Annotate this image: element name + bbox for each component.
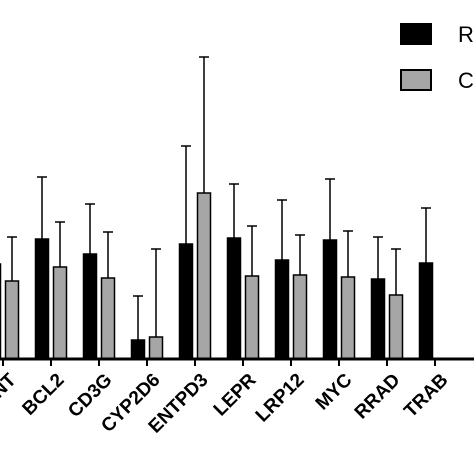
bar-r-lrp12 [274, 259, 290, 360]
bar-r-rrad [370, 278, 386, 360]
bar-c-lrp12 [292, 274, 308, 360]
bar-c-entpd3 [196, 192, 212, 360]
bar-r-entpd3 [178, 243, 194, 360]
bar-c-rrad [388, 294, 404, 360]
bar-r-trab [418, 262, 434, 360]
bar-c-cd3g [100, 277, 116, 360]
bar-c-lepr [244, 275, 260, 360]
legend-label-c: C [458, 68, 474, 93]
bar-r-bcl2 [34, 238, 50, 360]
bar-c-cyp2d6 [148, 336, 164, 360]
x-tick-layer [2, 359, 436, 366]
legend-swatch-r [400, 23, 432, 45]
legend-swatch-c [400, 69, 432, 91]
x-tick-label-trab: TRAB [400, 370, 452, 422]
bar-r-arnt [0, 263, 2, 360]
bars-layer [0, 192, 434, 360]
bar-r-cd3g [82, 253, 98, 360]
bar-r-myc [322, 239, 338, 360]
x-tick-label-arnt: ARNT [0, 369, 21, 421]
x-tick-label-lrp12: LRP12 [252, 370, 309, 427]
legend-label-r: R [458, 22, 474, 47]
bar-c-arnt [4, 280, 20, 360]
bar-c-bcl2 [52, 266, 68, 360]
legend: R C [400, 22, 474, 93]
error-bars-layer [7, 56, 431, 340]
x-tick-label-rrad: RRAD [351, 370, 405, 424]
x-tick-label-myc: MYC [312, 369, 357, 414]
bar-r-cyp2d6 [130, 339, 146, 360]
x-tick-label-bcl2: BCL2 [19, 370, 69, 420]
bar-c-myc [340, 276, 356, 360]
bar-r-lepr [226, 237, 242, 360]
